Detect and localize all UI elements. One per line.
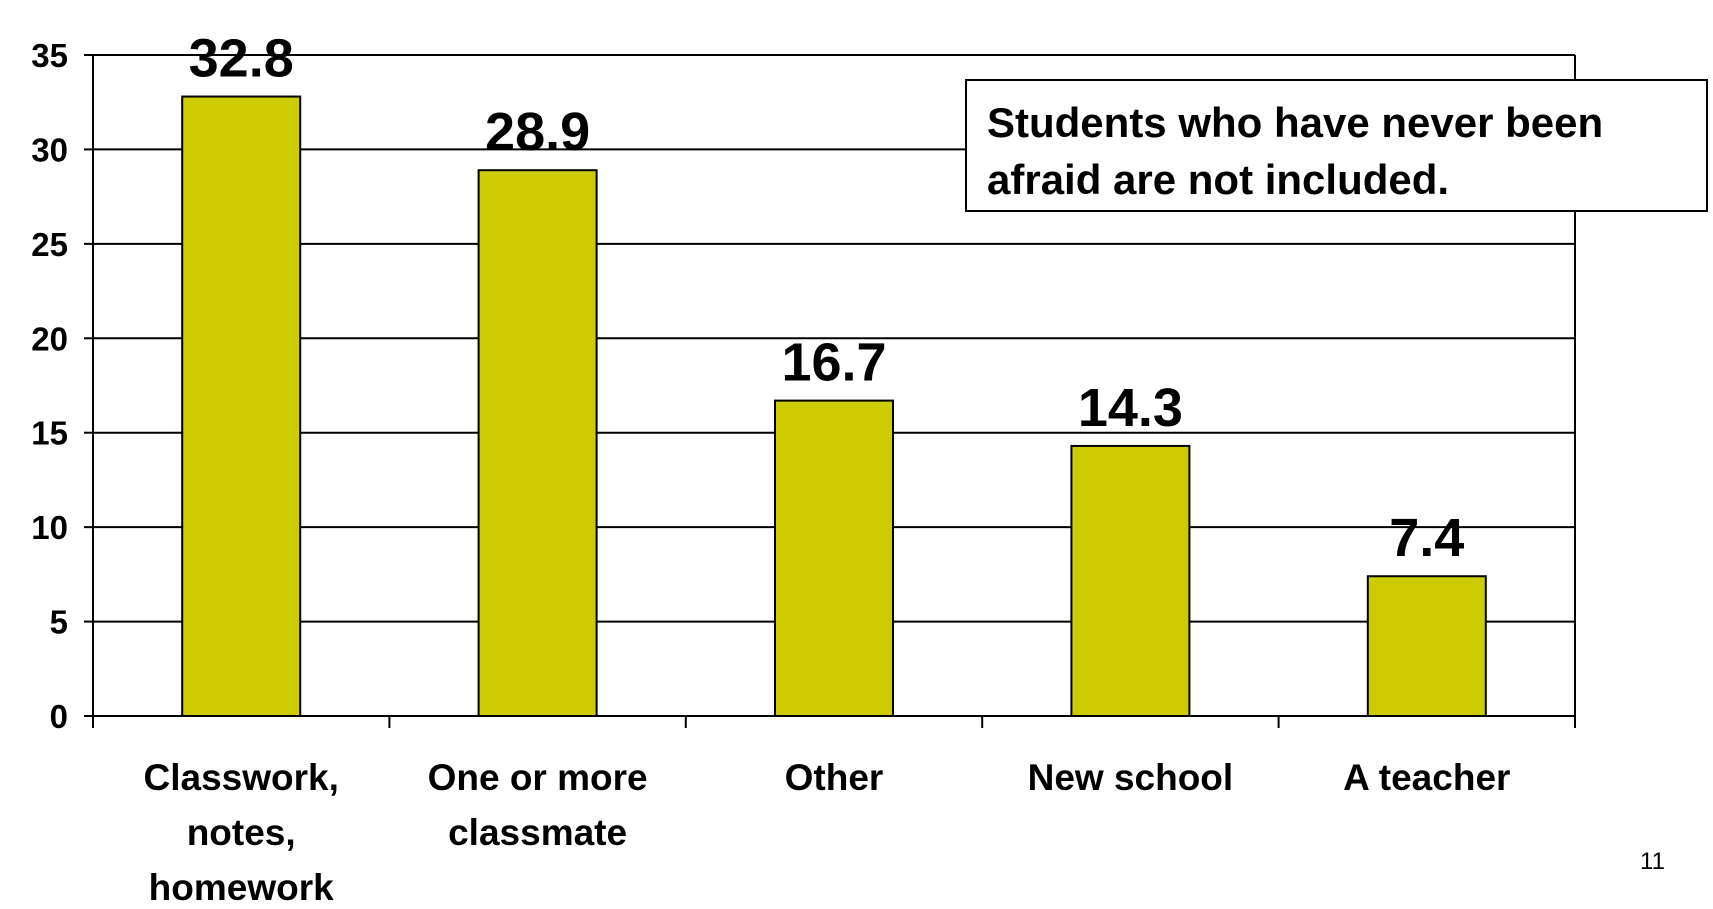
category-label-1-line-0: One or more [428, 757, 648, 798]
bar-2 [774, 399, 894, 717]
y-tick-label-7: 35 [31, 37, 68, 74]
bar-3 [1070, 444, 1191, 717]
page-number: 11 [1640, 848, 1665, 875]
y-tick-label-2: 10 [31, 509, 68, 546]
category-label-4-line-0: A teacher [1343, 757, 1510, 798]
category-label-3-line-0: New school [1028, 757, 1234, 798]
note-line-1: Students who have never been [987, 99, 1604, 146]
category-label-2-line-0: Other [785, 757, 884, 798]
data-label-0: 32.8 [189, 29, 294, 89]
category-label-0-line-1: notes, [187, 812, 296, 853]
y-tick-label-5: 25 [31, 226, 68, 263]
data-label-1: 28.9 [485, 102, 590, 162]
note-box: Students who have never been afraid are … [965, 79, 1708, 212]
note-line-2: afraid are not included. [987, 156, 1450, 203]
data-label-3: 14.3 [1078, 378, 1183, 438]
bar-0 [181, 95, 302, 717]
category-label-0-line-0: Classwork, [144, 757, 339, 798]
category-label-1-line-1: classmate [448, 812, 627, 853]
y-tick-label-3: 15 [31, 415, 68, 452]
data-label-2: 16.7 [781, 333, 886, 393]
y-tick-label-6: 30 [31, 131, 68, 168]
bar-4 [1366, 575, 1487, 718]
y-tick-label-1: 5 [50, 604, 68, 641]
y-tick-label-4: 20 [31, 320, 68, 357]
category-label-0-line-2: homework [149, 867, 334, 904]
y-tick-label-0: 0 [50, 698, 68, 735]
bar-1 [477, 169, 598, 717]
data-label-4: 7.4 [1389, 508, 1464, 568]
